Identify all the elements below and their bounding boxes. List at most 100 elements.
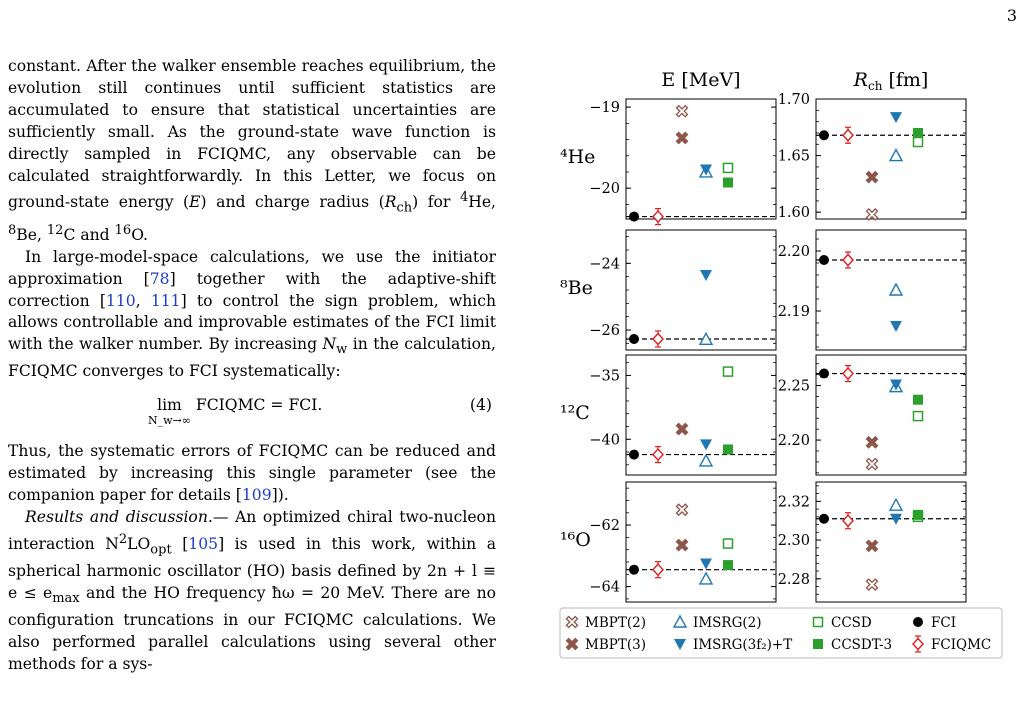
panel-R-0: 1.70 1.65 1.60 [778,92,967,221]
legend-marker-1 [672,614,688,628]
ytick-label: −26 [589,323,620,339]
column-title-energy: E [MeV] [661,69,740,91]
paragraph-2: In large-model-space calculations, we us… [8,247,496,381]
p3-text: Thus, the systematic errors of FCIQMC ca… [8,442,496,504]
legend-box [559,607,1003,659]
radius-title-sub: ch [868,79,883,93]
p4-a: An optimized chiral two-nucleon interact… [8,507,496,553]
ytick-label: −24 [589,256,620,272]
panel-E-0: −19 −20 [589,98,777,226]
point-ccsdt-3 [913,394,923,405]
p2-c: ] to control the sign problem, which all… [8,291,496,354]
point-mbpt-3- [675,538,689,552]
citation-111[interactable]: 111 [150,291,181,310]
point-imsrg-2- [888,282,904,296]
page-number: 3 [1006,6,1017,25]
point-ccsd [912,410,924,422]
nucleus-label-3: ¹⁶O [560,529,591,551]
point-ccsdt-3 [723,444,733,455]
nucleus-label-2: ¹²C [560,402,590,424]
panel-E-1: −24 −26 [589,229,777,351]
text-column: constant. After the walker ensemble reac… [8,56,496,676]
point-fci [629,449,639,460]
ytick-label: 2.20 [778,244,810,260]
lim-sub: N_w→∞ [148,414,191,428]
nuc-be-mass: 8 [8,222,17,238]
panel-frame [625,481,777,603]
citation-110[interactable]: 110 [105,291,136,310]
legend-marker-5 [674,639,686,650]
nuc-c-sym: C [63,225,76,244]
ytick-label: 2.20 [778,433,810,449]
p2-d: in the calculation, FCIQMC converges to … [8,335,496,381]
point-fciqmc [842,514,854,528]
symbol-N-sub: w [336,342,348,358]
point-ccsdt-3 [723,177,733,188]
nuc-he-sym: He, [468,193,497,212]
panel-E-2: −35 −40 [589,354,777,476]
symbol-R-sub: ch [396,200,413,216]
eq-body-text: FCIQMC = FCI. [190,396,323,415]
point-imsrg-3f-t [890,321,902,332]
panel-R-2: 2.25 2.20 [778,354,967,476]
nuc-o-sym: O. [131,225,149,244]
point-mbpt-3- [865,170,879,184]
ytick-label: 1.60 [778,205,810,221]
legend-label-5: IMSRG(3f₂)+T [693,637,792,653]
legend-marker-0 [565,615,579,629]
point-imsrg-2- [698,331,714,346]
radius-title-unit: [fm] [882,69,928,91]
point-imsrg-3f-t [700,164,712,176]
legend-marker-3 [913,617,923,627]
ytick-label: 2.32 [778,494,810,510]
point-imsrg-3f-t [700,270,712,281]
ytick-label: −35 [589,368,620,384]
symbol-N: N [322,335,337,354]
point-imsrg-3f-t [890,513,902,525]
panel-frame [815,481,967,603]
citation-78[interactable]: 78 [149,269,170,288]
point-fciqmc [842,128,854,142]
point-imsrg-2- [888,497,904,511]
point-imsrg-3f-t [700,439,712,451]
point-mbpt-2- [865,208,879,221]
point-fci [629,334,639,344]
point-ccsdt-3 [723,560,733,571]
legend-label-3: FCI [931,615,956,631]
nuc-o-mass: 16 [114,222,132,238]
p2-b: ] together with the adaptive-shift corre… [8,269,496,310]
point-fci [629,211,639,222]
nucleus-label-0: ⁴He [560,146,595,168]
p4-c: [ [171,535,189,553]
point-imsrg-3f-t [700,558,712,570]
panel-frame [625,354,777,476]
legend-marker-6 [813,639,823,649]
ytick-label: 2.19 [778,304,810,320]
point-fci [629,564,639,575]
ytick-label: 1.65 [778,149,810,165]
point-fciqmc [652,448,664,462]
legend-marker-2 [812,616,824,628]
citation-109[interactable]: 109 [241,486,272,504]
point-ccsd [722,366,734,377]
legend: MBPT(2) IMSRG(2) CCSD FCI MBPT(3) IMSRG(3f₂)+… [559,607,1003,659]
panel-E-3: −62 −64 [589,481,777,603]
ytick-label: 2.25 [778,379,810,395]
point-mbpt-2- [675,104,689,118]
legend-label-2: CCSD [831,615,872,631]
p4-sup: 2 [118,531,128,547]
p1-text: constant. After the walker ensemble reac… [8,57,496,212]
p4-emax: max [52,591,80,607]
point-imsrg-2- [698,571,714,585]
figure-energy-radius: E [MeV] Rch [fm] −19 −20 1.70 1.65 1.60 −24 −26 2… [559,69,1003,659]
p4-d: ] is used in this work, within a spheric… [8,535,496,602]
nuc-he-mass: 4 [459,190,469,206]
equation-body: lim N_w→∞ FCIQMC = FCI. [148,395,322,427]
legend-label-0: MBPT(2) [585,615,646,631]
citation-105[interactable]: 105 [188,535,219,553]
point-mbpt-3- [865,539,879,553]
nuc-c-mass: 12 [46,222,64,238]
ytick-label: −19 [589,100,620,116]
p4-b: LO [127,535,151,553]
p4-sub: opt [150,542,172,558]
